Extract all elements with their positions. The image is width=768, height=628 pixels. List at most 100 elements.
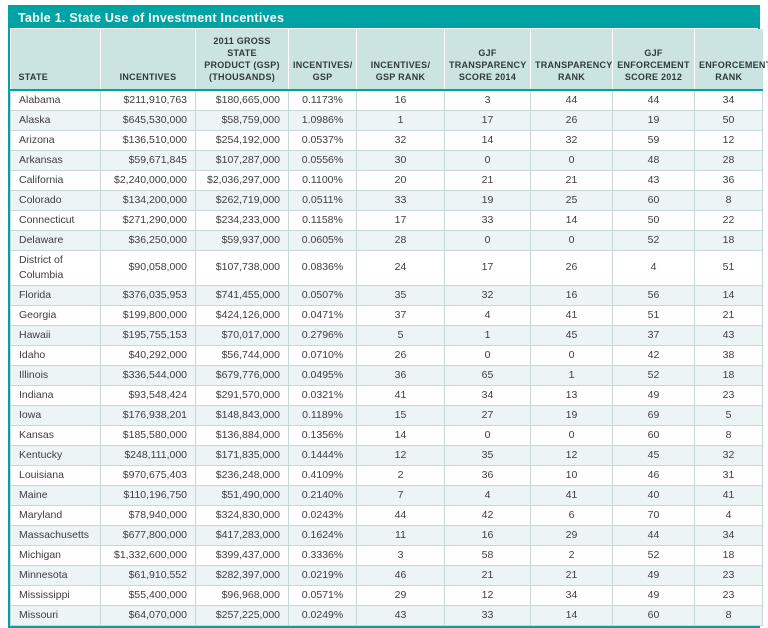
cell-gjf_transparency_score_2014: 65 <box>444 364 531 386</box>
cell-incentives_gsp: 0.1356% <box>288 424 357 446</box>
cell-state: Louisiana <box>10 464 101 486</box>
cell-incentives_gsp: 0.0511% <box>288 189 357 211</box>
cell-incentives_gsp_rank: 43 <box>356 604 445 626</box>
cell-gjf_enforcement_score_2012: 40 <box>612 484 695 506</box>
cell-transparency_rank: 19 <box>530 404 613 426</box>
cell-incentives_gsp_rank: 11 <box>356 524 445 546</box>
cell-incentives: $93,548,424 <box>100 384 196 406</box>
data-table: STATE INCENTIVES 2011 GROSS STATE PRODUCT … <box>10 29 768 626</box>
cell-gjf_transparency_score_2014: 12 <box>444 584 531 606</box>
cell-enforcement_rank: 21 <box>694 304 763 326</box>
column-header-incentives_gsp_rank: INCENTIVES/ GSP RANK <box>356 29 445 91</box>
cell-gsp_2011: $324,830,000 <box>195 504 289 526</box>
cell-enforcement_rank: 31 <box>694 464 763 486</box>
cell-state: Michigan <box>10 544 101 566</box>
cell-gsp_2011: $171,835,000 <box>195 444 289 466</box>
cell-gjf_transparency_score_2014: 17 <box>444 109 531 131</box>
cell-incentives_gsp: 1.0986% <box>288 109 357 131</box>
cell-gjf_transparency_score_2014: 34 <box>444 384 531 406</box>
cell-gjf_transparency_score_2014: 21 <box>444 169 531 191</box>
cell-incentives: $2,240,000,000 <box>100 169 196 191</box>
cell-transparency_rank: 14 <box>530 604 613 626</box>
cell-state: Massachusetts <box>10 524 101 546</box>
cell-incentives: $64,070,000 <box>100 604 196 626</box>
cell-state: District of Columbia <box>10 249 101 286</box>
cell-enforcement_rank: 22 <box>694 209 763 231</box>
cell-gsp_2011: $234,233,000 <box>195 209 289 231</box>
cell-gsp_2011: $262,719,000 <box>195 189 289 211</box>
cell-gjf_transparency_score_2014: 1 <box>444 324 531 346</box>
cell-gsp_2011: $254,192,000 <box>195 129 289 151</box>
cell-gjf_transparency_score_2014: 58 <box>444 544 531 566</box>
cell-incentives: $134,200,000 <box>100 189 196 211</box>
cell-incentives_gsp: 0.0321% <box>288 384 357 406</box>
cell-gjf_transparency_score_2014: 0 <box>444 344 531 366</box>
cell-gjf_transparency_score_2014: 4 <box>444 484 531 506</box>
cell-state: Colorado <box>10 189 101 211</box>
cell-state: Missouri <box>10 604 101 626</box>
cell-incentives: $248,111,000 <box>100 444 196 466</box>
cell-gjf_enforcement_score_2012: 52 <box>612 229 695 251</box>
cell-gsp_2011: $148,843,000 <box>195 404 289 426</box>
cell-enforcement_rank: 14 <box>694 284 763 306</box>
cell-incentives_gsp: 0.1444% <box>288 444 357 466</box>
cell-state: Alabama <box>10 89 101 111</box>
cell-incentives_gsp: 0.1100% <box>288 169 357 191</box>
cell-gjf_enforcement_score_2012: 46 <box>612 464 695 486</box>
cell-gjf_enforcement_score_2012: 52 <box>612 364 695 386</box>
cell-gjf_transparency_score_2014: 0 <box>444 424 531 446</box>
table-row: Colorado $134,200,000 $262,719,000 0.0511% 3… <box>10 189 763 211</box>
cell-enforcement_rank: 50 <box>694 109 763 131</box>
table-body: Alabama $211,910,763 $180,665,000 0.1173% 16… <box>10 89 763 626</box>
cell-gjf_enforcement_score_2012: 44 <box>612 524 695 546</box>
cell-state: Minnesota <box>10 564 101 586</box>
cell-incentives_gsp: 0.0556% <box>288 149 357 171</box>
cell-incentives_gsp_rank: 1 <box>356 109 445 131</box>
cell-incentives_gsp: 0.0243% <box>288 504 357 526</box>
cell-enforcement_rank: 8 <box>694 189 763 211</box>
table-row: Iowa $176,938,201 $148,843,000 0.1189% 15 27 1… <box>10 404 763 426</box>
cell-gsp_2011: $236,248,000 <box>195 464 289 486</box>
column-header-gjf_enforcement_score_2012: GJF ENFORCEMENT SCORE 2012 <box>612 29 695 91</box>
cell-state: Connecticut <box>10 209 101 231</box>
cell-incentives: $78,940,000 <box>100 504 196 526</box>
cell-transparency_rank: 34 <box>530 584 613 606</box>
table-row: Maryland $78,940,000 $324,830,000 0.0243% 44… <box>10 504 763 526</box>
cell-incentives_gsp: 0.0710% <box>288 344 357 366</box>
cell-incentives: $90,058,000 <box>100 249 196 286</box>
cell-gsp_2011: $107,738,000 <box>195 249 289 286</box>
cell-incentives_gsp: 0.2140% <box>288 484 357 506</box>
table-row: Florida $376,035,953 $741,455,000 0.0507% 35… <box>10 284 763 306</box>
cell-gjf_transparency_score_2014: 32 <box>444 284 531 306</box>
cell-state: Indiana <box>10 384 101 406</box>
cell-incentives_gsp: 0.0471% <box>288 304 357 326</box>
cell-gjf_transparency_score_2014: 16 <box>444 524 531 546</box>
table-row: Kansas $185,580,000 $136,884,000 0.1356% 14 0… <box>10 424 763 446</box>
cell-incentives_gsp: 0.0537% <box>288 129 357 151</box>
cell-transparency_rank: 26 <box>530 109 613 131</box>
cell-incentives: $176,938,201 <box>100 404 196 426</box>
cell-gsp_2011: $59,937,000 <box>195 229 289 251</box>
cell-gjf_transparency_score_2014: 35 <box>444 444 531 466</box>
cell-enforcement_rank: 38 <box>694 344 763 366</box>
cell-transparency_rank: 41 <box>530 304 613 326</box>
cell-state: Arkansas <box>10 149 101 171</box>
cell-enforcement_rank: 36 <box>694 169 763 191</box>
cell-transparency_rank: 12 <box>530 444 613 466</box>
cell-incentives_gsp: 0.2796% <box>288 324 357 346</box>
cell-gjf_enforcement_score_2012: 56 <box>612 284 695 306</box>
table-row: Delaware $36,250,000 $59,937,000 0.0605% 28 0… <box>10 229 763 251</box>
cell-gjf_transparency_score_2014: 0 <box>444 229 531 251</box>
cell-enforcement_rank: 28 <box>694 149 763 171</box>
cell-incentives_gsp: 0.1173% <box>288 89 357 111</box>
cell-gjf_transparency_score_2014: 19 <box>444 189 531 211</box>
cell-gsp_2011: $136,884,000 <box>195 424 289 446</box>
cell-incentives_gsp: 0.0836% <box>288 249 357 286</box>
table-row: Minnesota $61,910,552 $282,397,000 0.0219% 4… <box>10 564 763 586</box>
cell-incentives_gsp_rank: 3 <box>356 544 445 566</box>
cell-incentives_gsp: 0.0219% <box>288 564 357 586</box>
cell-transparency_rank: 41 <box>530 484 613 506</box>
cell-incentives_gsp: 0.0495% <box>288 364 357 386</box>
cell-incentives: $110,196,750 <box>100 484 196 506</box>
cell-incentives: $271,290,000 <box>100 209 196 231</box>
